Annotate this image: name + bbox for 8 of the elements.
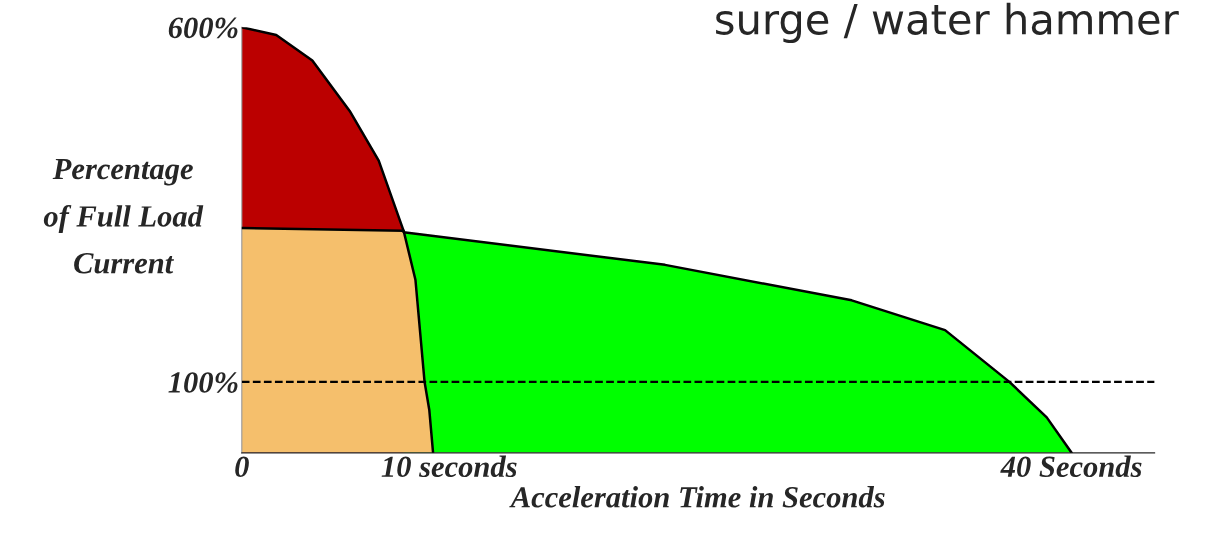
y-axis-title: Percentage of Full Load Current <box>43 159 204 274</box>
y-tick-label: 100% <box>168 372 238 393</box>
chart-title: surge / water hammer <box>716 2 1179 43</box>
x-tick-label: 10 seconds <box>381 455 517 478</box>
x-axis-title: Acceleration Time in Seconds <box>509 486 885 508</box>
x-tick-label: 0 <box>235 456 249 478</box>
x-tick-label: 40 Seconds <box>1000 455 1142 478</box>
y-tick-label: 600% <box>168 17 238 39</box>
